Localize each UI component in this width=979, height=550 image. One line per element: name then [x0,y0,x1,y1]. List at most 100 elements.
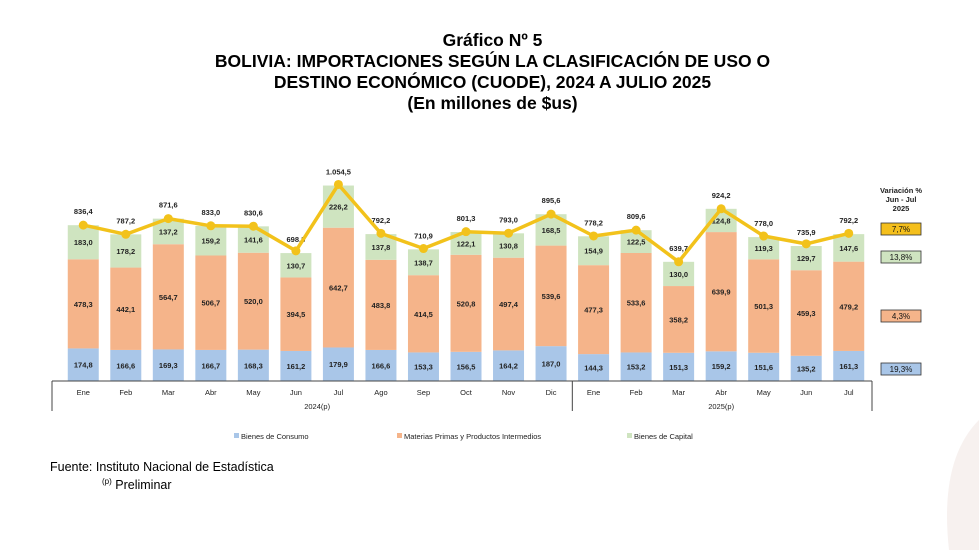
chart-title-line-4: (En millones de $us) [407,93,578,113]
x-tick-label: May [246,388,260,397]
variation-value: 7,7% [892,225,910,234]
label-materias: 564,7 [159,293,178,302]
bar-materias [322,227,354,348]
x-tick-label: Ene [77,388,90,397]
bar-capital [67,225,99,260]
bar-consumo [748,352,780,381]
bar-consumo [152,349,184,381]
bar-materias [407,275,439,353]
x-tick-label: Abr [715,388,727,397]
label-materias: 642,7 [329,284,348,293]
variation-box [880,222,922,236]
year-group-label: 2024(p) [304,402,330,411]
bar-consumo [67,348,99,381]
bar-capital [450,232,482,255]
bar-capital [578,236,610,266]
label-consumo: 153,3 [414,363,433,372]
label-total: 698,3 [287,235,306,244]
label-consumo: 135,2 [797,364,816,373]
label-consumo: 144,3 [584,364,603,373]
bar-materias [195,255,227,350]
label-capital: 122,1 [457,239,476,248]
label-total: 735,9 [797,228,816,237]
label-materias: 414,5 [414,310,433,319]
total-point [716,204,726,214]
total-point [589,231,599,241]
bar-consumo [322,347,354,381]
bar-consumo [620,352,652,381]
label-consumo: 166,7 [201,361,220,370]
total-point [333,179,343,189]
x-tick-label: Mar [672,388,685,397]
x-tick-label: Jul [334,388,344,397]
preliminary-text: Preliminar [115,478,172,493]
label-consumo: 174,8 [74,361,93,370]
total-point [546,209,556,219]
bar-consumo [407,352,439,381]
legend-label: Bienes de Consumo [241,432,309,441]
label-capital: 130,8 [499,242,518,251]
chart-title: Gráfico Nº 5 BOLIVIA: IMPORTACIONES SEGÚ… [0,30,979,114]
variation-box [880,250,922,264]
x-tick-label: Abr [205,388,217,397]
label-capital: 147,6 [839,244,858,253]
label-capital: 159,2 [201,237,220,246]
bar-consumo [663,352,695,381]
label-materias: 479,2 [839,302,858,311]
total-point [631,225,641,235]
preliminary-note: (p) Preliminar [102,477,172,492]
label-capital: 137,2 [159,227,178,236]
label-capital: 124,8 [712,216,731,225]
label-total: 778,2 [584,218,603,227]
bar-consumo [237,349,269,381]
bar-materias [237,252,269,350]
label-capital: 178,2 [116,247,135,256]
label-total: 778,0 [754,219,773,228]
x-tick-label: Nov [502,388,516,397]
label-total: 833,0 [201,208,220,217]
bar-materias [450,254,482,352]
bar-consumo [578,354,610,381]
total-point [504,228,514,238]
total-point [759,231,769,241]
legend-swatch [627,433,632,438]
label-capital: 168,5 [542,226,561,235]
bar-capital [195,225,227,256]
bar-materias [620,253,652,353]
label-total: 924,2 [712,191,731,200]
label-total: 895,6 [542,196,561,205]
total-point [674,257,684,267]
label-total: 792,2 [839,216,858,225]
label-materias: 358,2 [669,315,688,324]
total-point [121,229,131,239]
label-capital: 122,5 [627,238,646,247]
label-total: 787,2 [116,216,135,225]
label-consumo: 161,2 [287,362,306,371]
variation-value: 13,8% [890,253,913,262]
variation-title: Variación % [880,186,922,195]
x-tick-label: Mar [162,388,175,397]
total-point [418,244,428,254]
label-materias: 478,3 [74,300,93,309]
x-tick-label: Dic [546,388,557,397]
label-materias: 533,6 [627,299,646,308]
label-materias: 639,9 [712,288,731,297]
label-capital: 130,0 [669,270,688,279]
bar-consumo [110,349,142,381]
bar-materias [152,244,184,350]
label-materias: 539,6 [542,292,561,301]
bar-materias [67,259,99,349]
label-consumo: 156,5 [457,362,476,371]
bar-materias [493,257,525,351]
x-tick-label: Feb [630,388,643,397]
total-point [461,227,471,237]
label-total: 830,6 [244,208,263,217]
label-consumo: 151,6 [754,363,773,372]
legend-swatch [397,433,402,438]
bar-materias [790,270,822,356]
x-tick-label: Jul [844,388,854,397]
total-point [206,221,216,231]
variation-box [880,309,922,323]
variation-title: 2025 [893,204,910,213]
label-materias: 497,4 [499,300,519,309]
